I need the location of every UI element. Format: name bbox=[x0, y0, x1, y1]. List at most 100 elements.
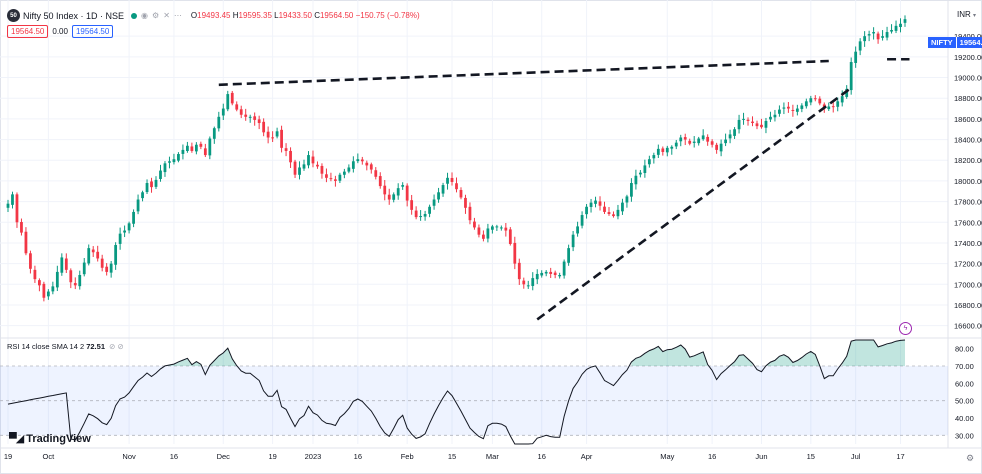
candle bbox=[105, 266, 109, 272]
trendline bbox=[218, 59, 829, 87]
bid-badge[interactable]: 19564.50 bbox=[7, 25, 49, 38]
rsi-overbought-fill bbox=[631, 345, 708, 366]
candle bbox=[885, 32, 889, 38]
close-icon[interactable]: ✕ bbox=[163, 11, 170, 20]
candle bbox=[302, 164, 306, 169]
currency-selector[interactable]: INR ▾ bbox=[957, 10, 976, 19]
candle bbox=[82, 262, 86, 275]
time-tick-label: Apr bbox=[581, 452, 593, 461]
candle bbox=[280, 129, 283, 148]
grid bbox=[0, 0, 982, 449]
candle bbox=[508, 229, 512, 244]
high-label: H bbox=[232, 11, 239, 20]
candle bbox=[809, 98, 813, 103]
gear-icon[interactable]: ⚙ bbox=[152, 11, 160, 20]
candle bbox=[683, 137, 687, 140]
candle bbox=[230, 92, 234, 104]
candle bbox=[849, 62, 853, 91]
candle bbox=[194, 144, 198, 152]
time-tick-label: 16 bbox=[170, 452, 178, 461]
candle bbox=[840, 96, 844, 103]
candle bbox=[562, 261, 566, 276]
candle bbox=[827, 106, 831, 110]
low-value: 19433.50 bbox=[278, 11, 312, 20]
flash-icon[interactable]: ϟ bbox=[899, 322, 912, 335]
candle bbox=[347, 167, 351, 172]
market-status-icon bbox=[131, 12, 138, 19]
rsi-tick-label: 40.00 bbox=[955, 414, 974, 423]
candle bbox=[275, 131, 279, 137]
candle bbox=[360, 159, 364, 162]
candle bbox=[477, 227, 481, 235]
price-tick-label: 16600.00 bbox=[954, 322, 982, 331]
candle bbox=[661, 148, 665, 152]
candle bbox=[845, 88, 849, 97]
price-tick-label: 17200.00 bbox=[954, 260, 982, 269]
candle bbox=[369, 164, 373, 170]
last-price-label: NIFTY 19564.50 bbox=[928, 37, 982, 48]
price-tick-label: 16800.00 bbox=[954, 301, 982, 310]
candle bbox=[594, 200, 597, 204]
price-tick-label: 18600.00 bbox=[954, 115, 982, 124]
time-tick-label: 17 bbox=[896, 452, 904, 461]
symbol-title[interactable]: Nifty 50 Index · 1D · NSE bbox=[23, 10, 125, 21]
candle bbox=[813, 98, 817, 100]
time-tick-label: Mar bbox=[486, 452, 499, 461]
candle bbox=[203, 148, 207, 156]
candle bbox=[414, 210, 418, 218]
price-tick-label: 19200.00 bbox=[954, 53, 982, 62]
candle bbox=[571, 234, 575, 248]
candle bbox=[20, 221, 23, 233]
high-value: 19595.35 bbox=[238, 11, 272, 20]
candle bbox=[737, 119, 741, 130]
candle bbox=[504, 227, 508, 231]
candle bbox=[338, 174, 342, 181]
ask-badge[interactable]: 19564.50 bbox=[71, 25, 114, 38]
candle bbox=[688, 140, 692, 144]
time-tick-label: Nov bbox=[122, 452, 136, 461]
rsi-visibility-icons[interactable]: ⊘ ⊘ bbox=[109, 342, 124, 351]
candle bbox=[186, 145, 189, 152]
settings-icon[interactable]: ⚙ bbox=[966, 453, 975, 463]
candle bbox=[64, 258, 68, 270]
candle bbox=[383, 185, 387, 195]
candle bbox=[325, 174, 328, 178]
candle bbox=[163, 163, 167, 173]
candle bbox=[24, 231, 28, 254]
rsi-title[interactable]: RSI 14 close SMA 14 2 bbox=[7, 342, 85, 351]
eye-icon[interactable]: ◉ bbox=[141, 11, 149, 20]
candle bbox=[540, 272, 544, 276]
ohlc-values: O19493.45 H19595.35 L19433.50 C19564.50 … bbox=[191, 11, 420, 20]
candle bbox=[127, 223, 131, 231]
candle bbox=[513, 242, 517, 264]
candle bbox=[190, 146, 194, 151]
candle bbox=[881, 36, 884, 38]
candle bbox=[168, 161, 171, 163]
candle bbox=[423, 214, 427, 217]
time-tick-label: Feb bbox=[401, 452, 414, 461]
candle bbox=[710, 141, 714, 145]
rsi-legend: RSI 14 close SMA 14 2 72.51 ⊘ ⊘ bbox=[7, 342, 124, 351]
candle bbox=[715, 144, 719, 150]
candle bbox=[150, 181, 153, 188]
candle bbox=[118, 233, 122, 244]
rsi-overbought-fill bbox=[209, 348, 237, 366]
candle bbox=[890, 29, 893, 32]
candle bbox=[100, 258, 104, 268]
candle bbox=[351, 161, 355, 169]
candle bbox=[109, 263, 113, 273]
time-tick-label: Dec bbox=[217, 452, 231, 461]
candle bbox=[585, 206, 588, 215]
candle bbox=[894, 25, 898, 31]
candle bbox=[374, 170, 378, 177]
time-tick-label: Jun bbox=[755, 452, 767, 461]
candle bbox=[226, 94, 230, 110]
low-label: L bbox=[274, 11, 279, 20]
candle bbox=[114, 245, 118, 265]
candle bbox=[38, 280, 41, 286]
candle bbox=[621, 202, 624, 212]
candle bbox=[154, 179, 158, 187]
candle bbox=[60, 257, 64, 273]
more-icon[interactable]: ⋯ bbox=[173, 11, 182, 20]
